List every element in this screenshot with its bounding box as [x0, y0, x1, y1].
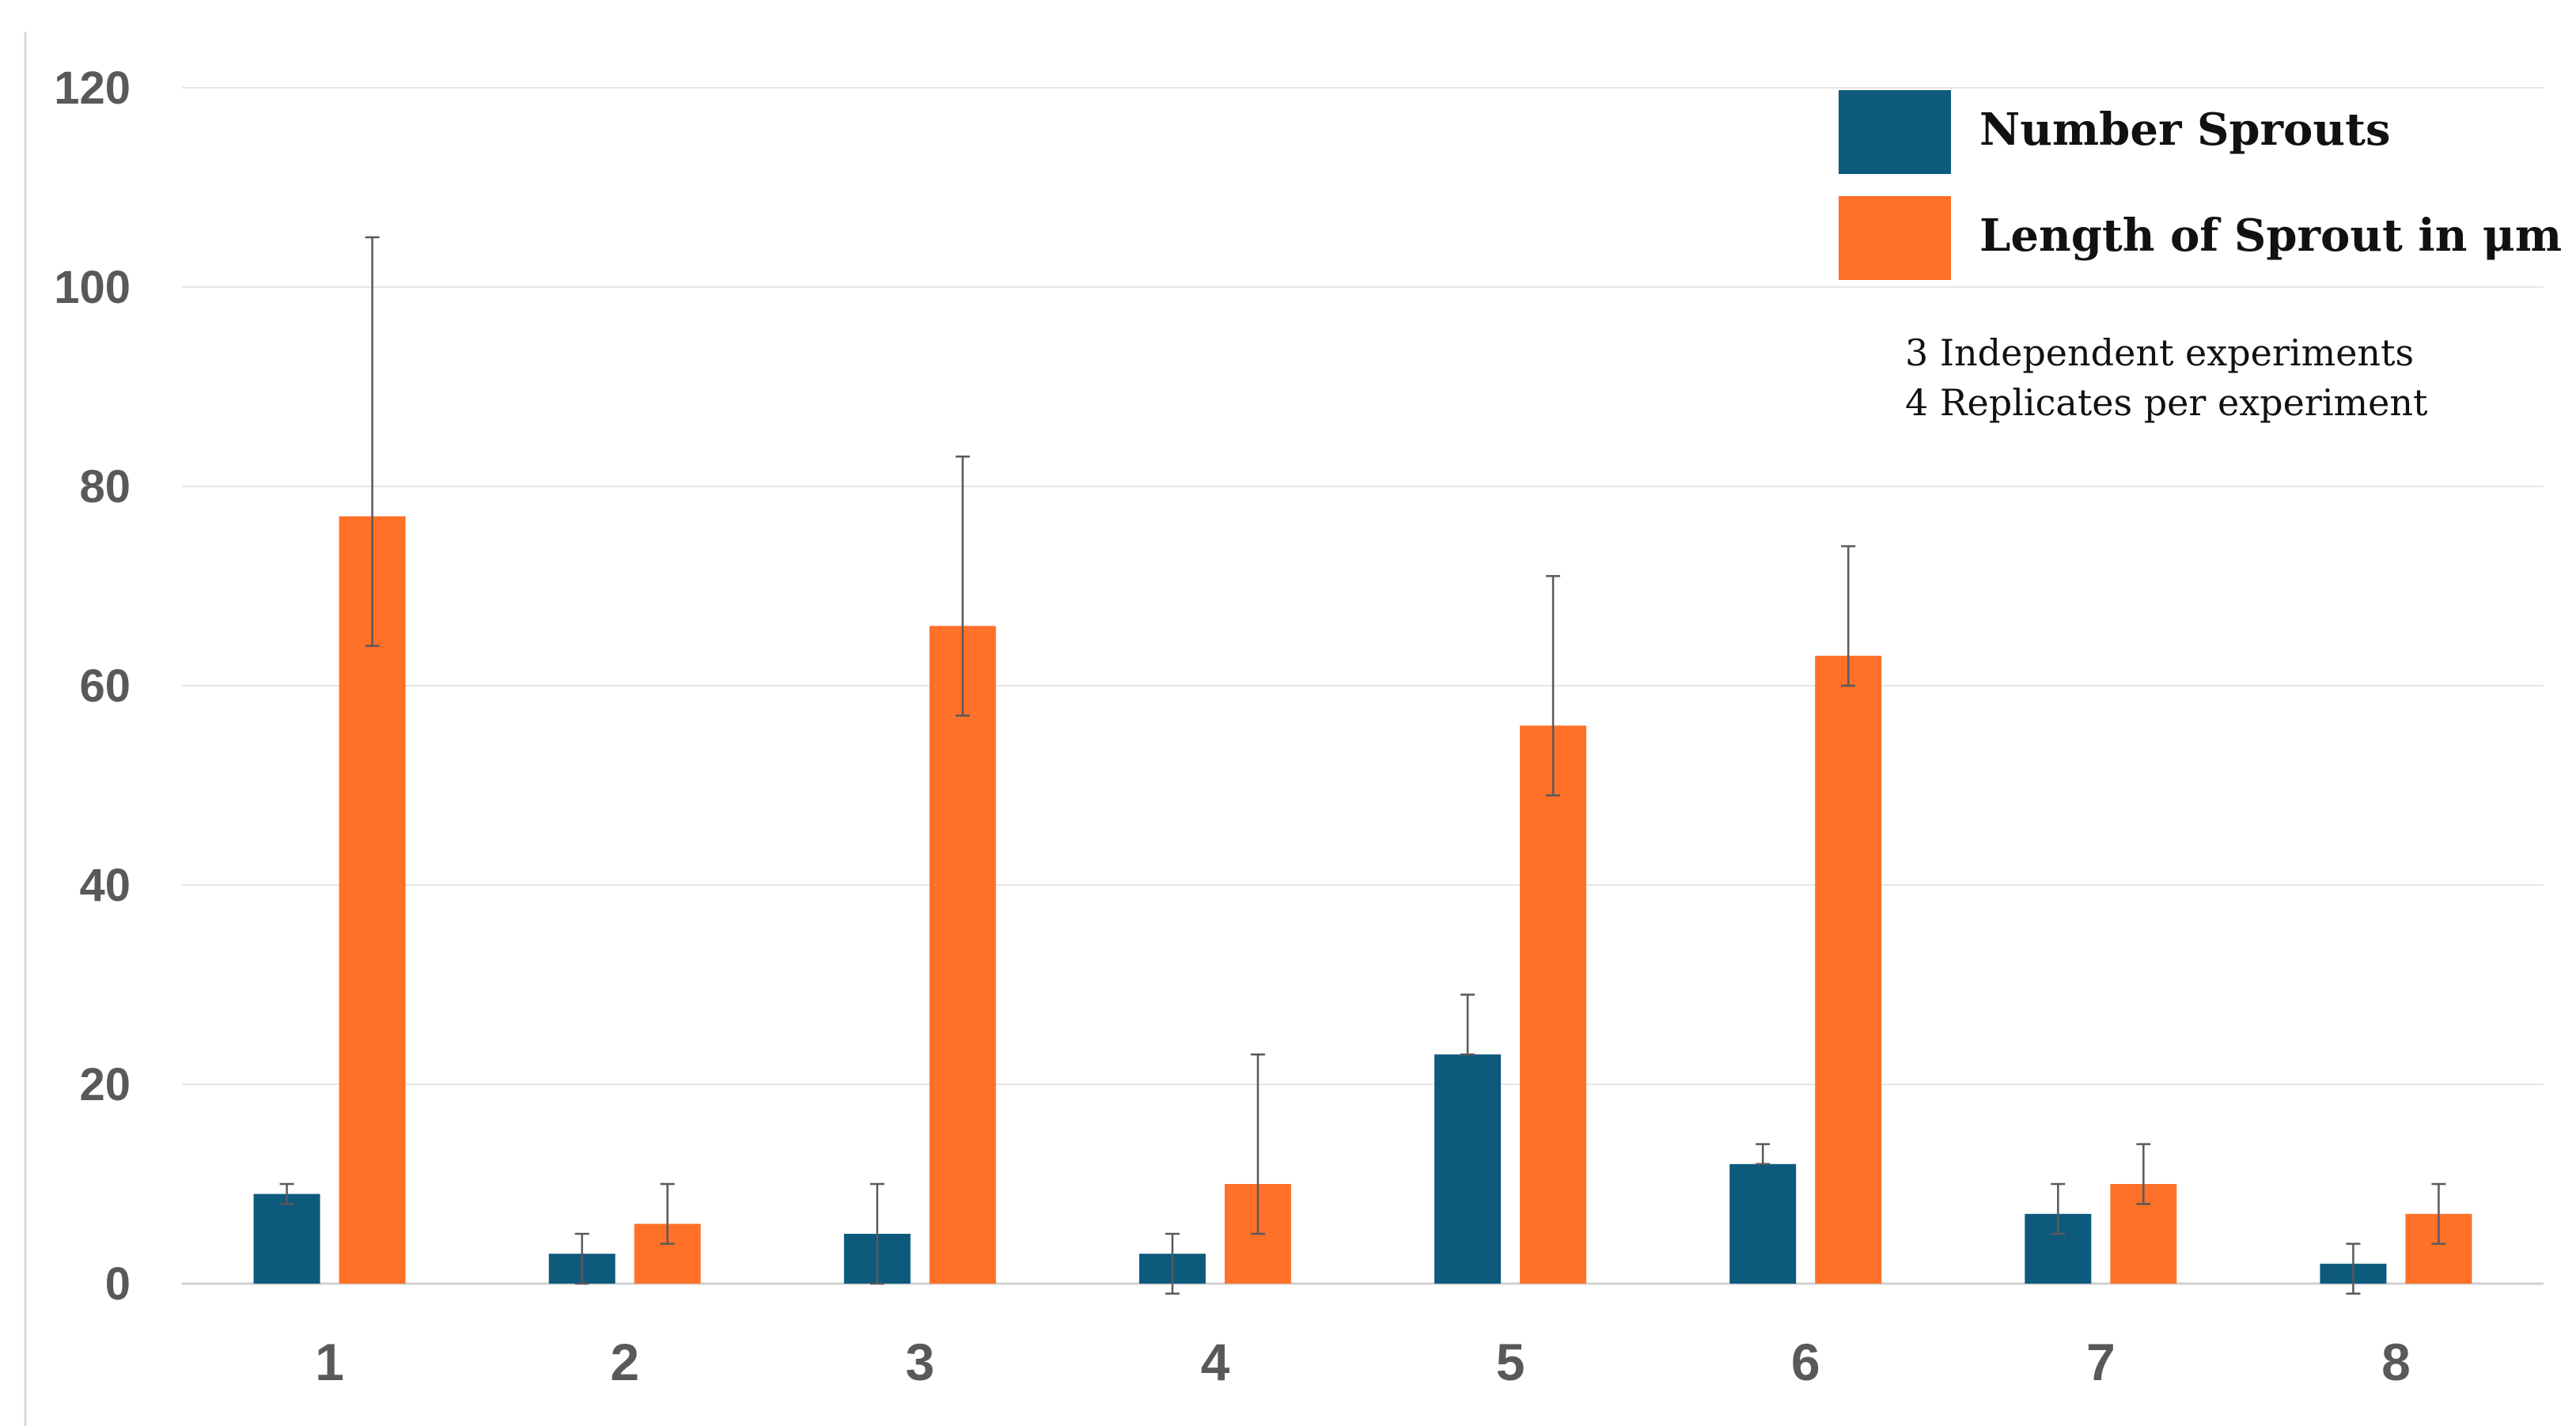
error-bar — [2136, 1143, 2151, 1205]
y-tick-label: 100 — [54, 262, 131, 313]
y-tick-label: 80 — [79, 461, 131, 513]
legend: Number Sprouts Length of Sprout in μm — [1839, 90, 2562, 280]
error-bar — [869, 1182, 885, 1285]
y-tick-label: 0 — [105, 1258, 131, 1310]
annotation-replicates: 4 Replicates per experiment — [1905, 381, 2428, 424]
x-tick-label: 7 — [2086, 1333, 2116, 1391]
y-axis-ticks: 0 20 40 60 80 100 120 — [54, 62, 131, 1310]
error-bar — [574, 1232, 589, 1285]
x-tick-label: 3 — [905, 1333, 934, 1391]
x-tick-label: 8 — [2381, 1333, 2411, 1391]
x-axis-labels: 1 2 3 4 5 6 7 8 — [315, 1333, 2411, 1391]
y-tick-label: 60 — [79, 660, 131, 712]
legend-swatch-number-sprouts — [1839, 90, 1951, 174]
x-tick-label: 5 — [1496, 1333, 1525, 1391]
y-tick-label: 120 — [54, 62, 131, 114]
error-bar — [279, 1182, 294, 1205]
error-bar — [2346, 1243, 2361, 1295]
gridlines — [182, 87, 2544, 1285]
error-bar — [1250, 1053, 1265, 1235]
legend-label-number-sprouts: Number Sprouts — [1979, 104, 2391, 156]
bar-number-sprouts — [253, 1193, 320, 1284]
bar-length-of-sprout — [1815, 656, 1882, 1284]
legend-swatch-length-of-sprout — [1839, 196, 1951, 280]
annotation-notes: 3 Independent experiments 4 Replicates p… — [1905, 331, 2428, 424]
error-bar — [1756, 1143, 1771, 1166]
x-tick-label: 1 — [315, 1333, 344, 1391]
annotation-experiments: 3 Independent experiments — [1905, 331, 2414, 374]
error-bar — [660, 1182, 675, 1245]
bar-length-of-sprout — [1520, 725, 1587, 1284]
y-tick-label: 40 — [79, 860, 131, 911]
y-tick-label: 20 — [79, 1059, 131, 1110]
bar-length-of-sprout — [929, 626, 996, 1284]
error-bar — [2431, 1182, 2446, 1245]
bars — [253, 516, 2472, 1284]
error-bar — [1165, 1232, 1180, 1295]
bar-number-sprouts — [1434, 1054, 1502, 1284]
x-tick-label: 4 — [1201, 1333, 1230, 1391]
error-bar — [1460, 993, 1476, 1056]
error-bar — [1841, 545, 1856, 687]
x-tick-label: 2 — [610, 1333, 639, 1391]
error-bar — [2051, 1182, 2066, 1235]
x-tick-label: 6 — [1791, 1333, 1820, 1391]
bar-number-sprouts — [1729, 1163, 1797, 1284]
error-bar — [1546, 575, 1561, 796]
legend-label-length-of-sprout: Length of Sprout in μm — [1979, 210, 2562, 262]
error-bars — [279, 236, 2446, 1295]
error-bar — [955, 455, 970, 717]
error-bar — [365, 236, 380, 647]
